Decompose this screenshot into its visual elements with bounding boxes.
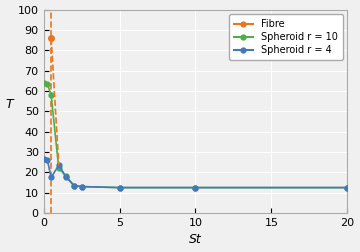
Y-axis label: T: T (5, 98, 13, 111)
Legend: Fibre, Spheroid r = 10, Spheroid r = 4: Fibre, Spheroid r = 10, Spheroid r = 4 (229, 14, 342, 60)
X-axis label: St: St (189, 233, 202, 246)
